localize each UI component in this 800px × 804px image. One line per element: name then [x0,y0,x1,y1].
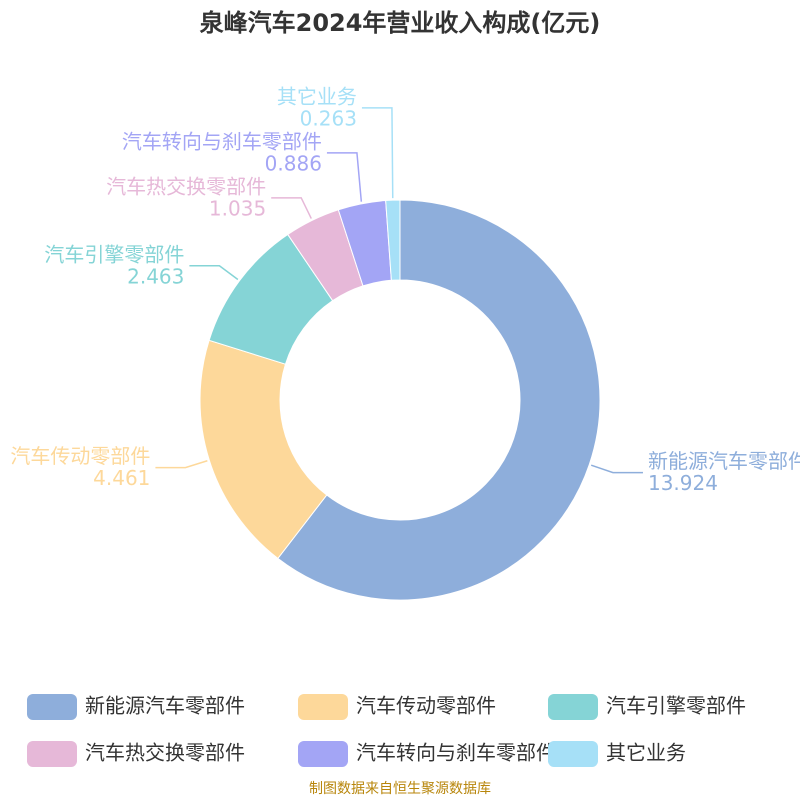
legend-swatch[interactable] [27,741,77,767]
slice-value: 4.461 [93,466,150,490]
legend-swatch[interactable] [298,694,348,720]
slice-label: 汽车传动零部件 [10,444,150,468]
legend-label[interactable]: 其它业务 [606,741,686,765]
slice-value: 0.886 [265,151,322,175]
legend-swatch[interactable] [548,741,598,767]
chart-title: 泉峰汽车2024年营业收入构成(亿元) [200,9,601,37]
slice-value: 2.463 [127,264,184,288]
slice-value: 0.263 [300,106,357,130]
slice-value: 13.924 [648,471,718,495]
leader-line [271,197,312,219]
legend-label[interactable]: 汽车转向与刹车零部件 [356,741,556,765]
legend-swatch[interactable] [298,741,348,767]
leader-line [189,265,239,281]
donut-slice [199,339,328,560]
slice-label: 其它业务 [277,84,357,108]
legend-label[interactable]: 汽车传动零部件 [356,694,496,718]
legend-label[interactable]: 汽车引擎零部件 [606,694,746,718]
donut-slice [385,199,401,281]
slice-label: 汽车引擎零部件 [44,242,184,266]
legend-swatch[interactable] [548,694,598,720]
slice-label: 汽车转向与刹车零部件 [122,129,322,153]
leader-line [361,107,394,199]
slice-value: 1.035 [209,196,266,220]
legend-label[interactable]: 汽车热交换零部件 [85,741,245,765]
legend-swatch[interactable] [27,694,77,720]
slice-label: 新能源汽车零部件 [648,449,800,473]
leader-line [155,460,208,469]
donut-slice [277,199,601,601]
leader-line [326,152,363,202]
slice-label: 汽车热交换零部件 [106,174,266,198]
source-note: 制图数据来自恒生聚源数据库 [309,781,491,797]
legend-label[interactable]: 新能源汽车零部件 [85,694,245,718]
leader-line [590,464,643,474]
